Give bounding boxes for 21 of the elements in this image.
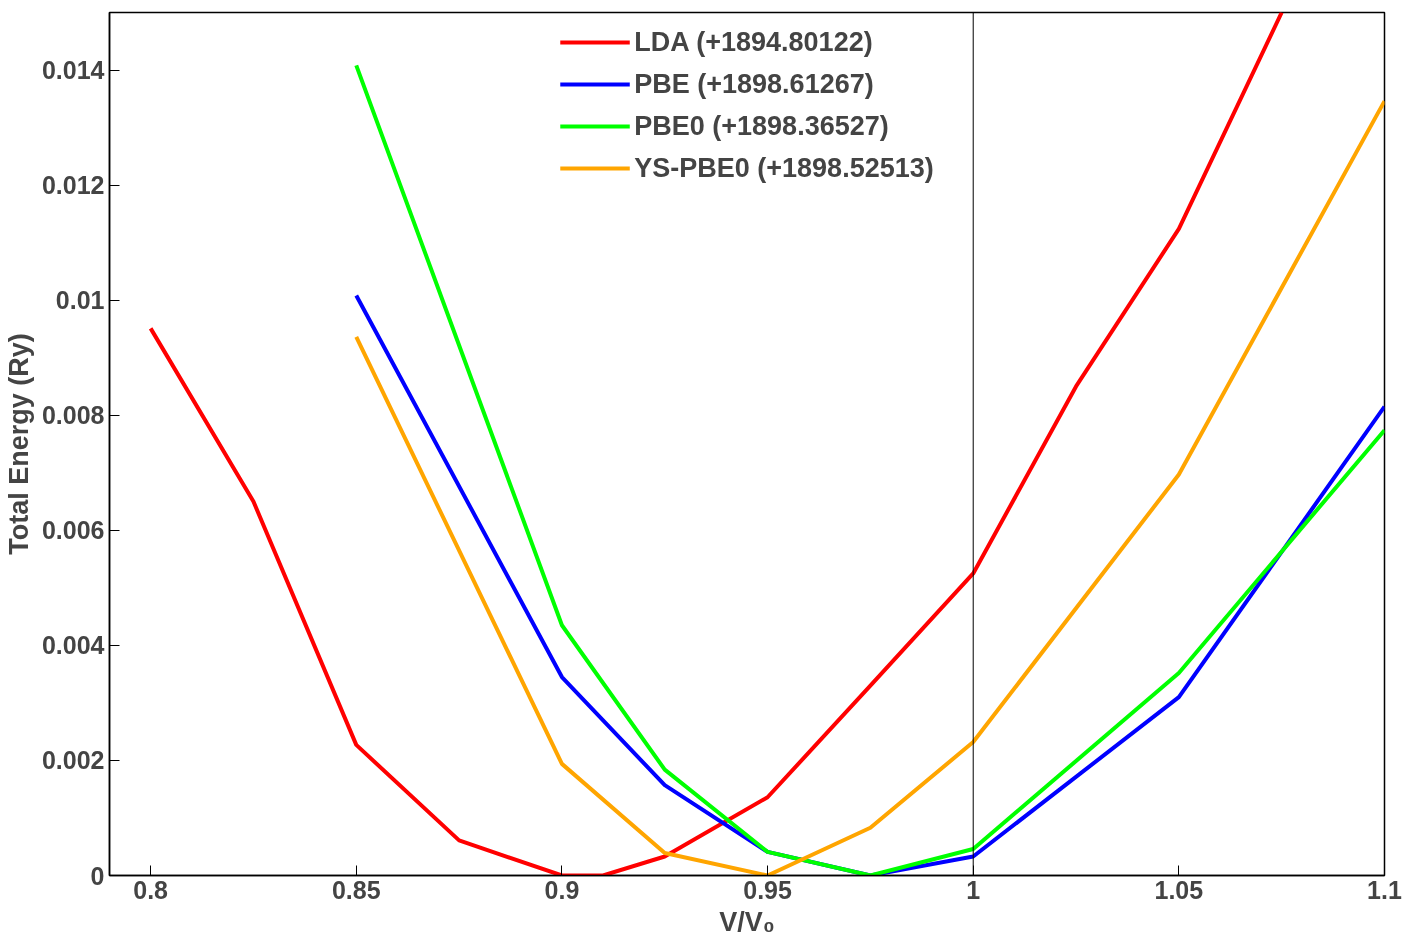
x-tick-label: 1.05 xyxy=(1154,875,1204,904)
x-tick-label: 1 xyxy=(966,875,981,904)
x-tick-label: 0.85 xyxy=(331,875,381,904)
y-tick-label: 0.014 xyxy=(41,56,105,85)
legend-label: PBE (+1898.61267) xyxy=(634,67,874,101)
x-axis-title: V/V₀ xyxy=(719,906,775,937)
y-tick-label: 0.008 xyxy=(41,401,105,430)
legend-label: LDA (+1894.80122) xyxy=(634,25,873,59)
y-tick-label: 0.006 xyxy=(41,516,105,545)
y-tick-label: 0.012 xyxy=(41,171,105,200)
legend-label: PBE0 (+1898.36527) xyxy=(634,109,889,143)
legend-label: YS-PBE0 (+1898.52513) xyxy=(634,151,934,185)
x-tick-label: 0.9 xyxy=(544,875,580,904)
x-tick-label: 0.95 xyxy=(743,875,792,904)
y-tick-label: 0.002 xyxy=(41,746,105,775)
x-tick-label: 1.1 xyxy=(1367,875,1402,904)
x-tick-label: 0.8 xyxy=(133,875,169,904)
y-axis-title: Total Energy (Ry) xyxy=(3,333,34,555)
y-tick-label: 0 xyxy=(90,861,105,890)
y-tick-label: 0.004 xyxy=(41,631,105,660)
y-tick-label: 0.01 xyxy=(55,286,105,315)
